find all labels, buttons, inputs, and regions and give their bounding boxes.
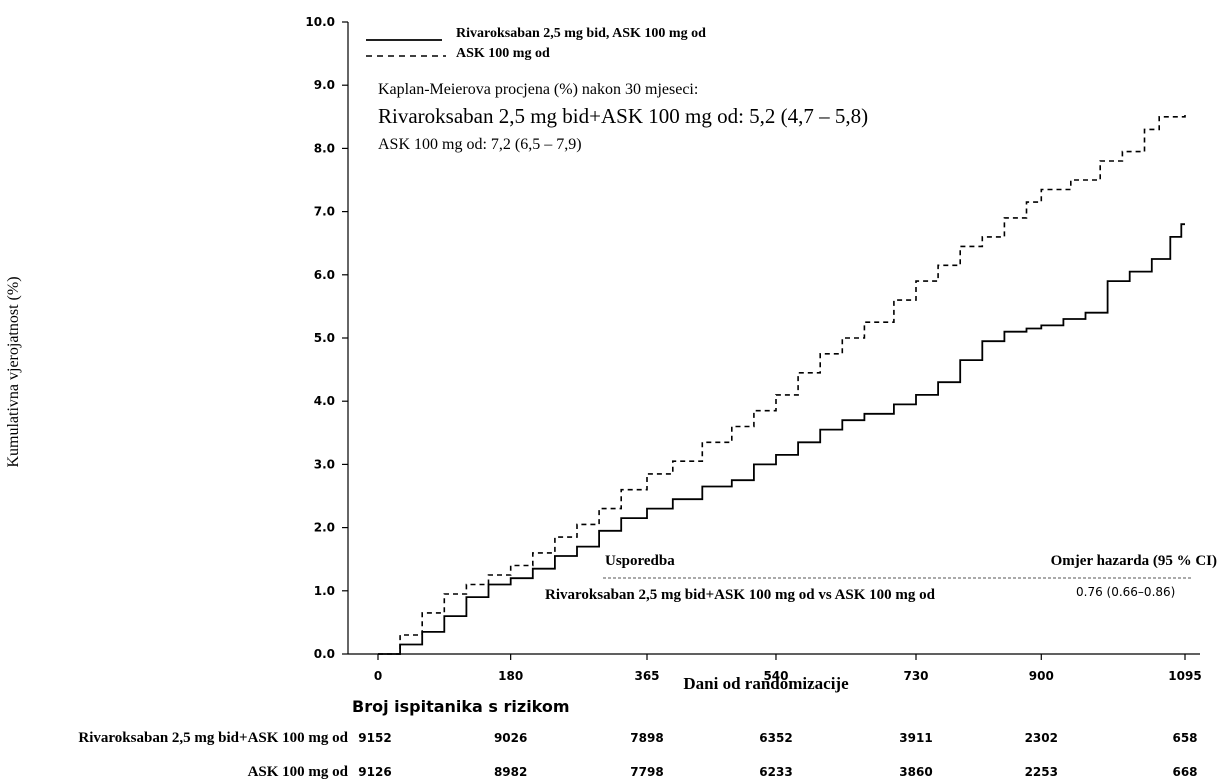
risk-cell: 7798: [630, 765, 663, 779]
risk-cell: 9152: [358, 731, 391, 745]
risk-cell: 3860: [899, 765, 932, 779]
hazard-ratio-box: Usporedba Omjer hazarda (95 % CI) Rivaro…: [545, 553, 1217, 603]
risk-value-group: 9152 9026 7898 6352 3911 2302 658 9126 8982 7798 6…: [358, 731, 1197, 779]
km-estimate-rivaroksaban: Rivaroksaban 2,5 mg bid+ASK 100 mg od: 5…: [378, 104, 868, 128]
x-axis-label: Dani od randomizacije: [683, 674, 849, 693]
km-estimate-ask: ASK 100 mg od: 7,2 (6,5 – 7,9): [378, 136, 582, 153]
risk-cell: 3911: [899, 731, 932, 745]
y-tick-label: 5.0: [314, 331, 335, 345]
km-estimate-title: Kaplan-Meierova procjena (%) nakon 30 mj…: [378, 81, 698, 98]
y-tick-label: 3.0: [314, 457, 335, 471]
km-estimate-box: Kaplan-Meierova procjena (%) nakon 30 mj…: [378, 81, 868, 153]
hr-row-value: 0.76 (0.66–0.86): [1076, 585, 1175, 599]
legend: Rivaroksaban 2,5 mg bid, ASK 100 mg od A…: [366, 26, 706, 61]
y-tick-label: 10.0: [305, 15, 335, 29]
y-tick-label: 6.0: [314, 268, 335, 282]
risk-cell: 658: [1172, 731, 1197, 745]
y-axis-label: Kumulativna vjerojatnost (%): [5, 276, 22, 467]
risk-row-label-rivaroksaban: Rivaroksaban 2,5 mg bid+ASK 100 mg od: [78, 730, 348, 746]
x-tick-label: 365: [634, 669, 659, 683]
risk-cell: 9126: [358, 765, 391, 779]
risk-cell: 2253: [1025, 765, 1058, 779]
risk-cell: 2302: [1025, 731, 1058, 745]
x-tick-label: 180: [498, 669, 523, 683]
risk-cell: 8982: [494, 765, 527, 779]
risk-table-title: Broj ispitanika s rizikom: [352, 697, 570, 716]
risk-cell: 6352: [759, 731, 792, 745]
x-axis: 0 180 365 540 730 900 1095: [348, 653, 1202, 683]
y-tick-label: 4.0: [314, 394, 335, 408]
y-tick-label: 0.0: [314, 647, 335, 661]
risk-cell: 9026: [494, 731, 527, 745]
y-axis: 0.0 1.0 2.0 3.0 4.0 5.0 6.0 7.0 8.0 9.0 10.0: [305, 15, 349, 661]
risk-cell: 6233: [759, 765, 792, 779]
legend-label-rivaroksaban: Rivaroksaban 2,5 mg bid, ASK 100 mg od: [456, 26, 706, 41]
x-tick-label: 900: [1029, 669, 1054, 683]
x-tick-label: 540: [763, 669, 788, 683]
y-tick-label: 8.0: [314, 141, 335, 155]
risk-cell: 668: [1172, 765, 1197, 779]
x-tick-group: 0 180 365 540 730 900 1095: [374, 654, 1202, 683]
risk-table: Broj ispitanika s rizikom Rivaroksaban 2…: [78, 697, 1197, 779]
y-tick-group: 0.0 1.0 2.0 3.0 4.0 5.0 6.0 7.0 8.0 9.0 10.0: [305, 15, 348, 661]
risk-cell: 7898: [630, 731, 663, 745]
hr-row-label: Rivaroksaban 2,5 mg bid+ASK 100 mg od vs…: [545, 587, 936, 603]
y-tick-label: 9.0: [314, 78, 335, 92]
x-tick-label: 1095: [1168, 669, 1201, 683]
risk-row-label-ask: ASK 100 mg od: [248, 764, 349, 779]
y-tick-label: 1.0: [314, 584, 335, 598]
hr-header: Omjer hazarda (95 % CI): [1051, 553, 1217, 569]
y-tick-label: 7.0: [314, 205, 335, 219]
legend-label-ask: ASK 100 mg od: [456, 46, 550, 61]
x-tick-label: 0: [374, 669, 382, 683]
series-line-rivaroksaban: [378, 223, 1185, 655]
series-line-ask: [378, 113, 1186, 655]
y-tick-label: 2.0: [314, 521, 335, 535]
x-tick-label: 730: [903, 669, 928, 683]
hr-comparison-header: Usporedba: [605, 553, 675, 569]
